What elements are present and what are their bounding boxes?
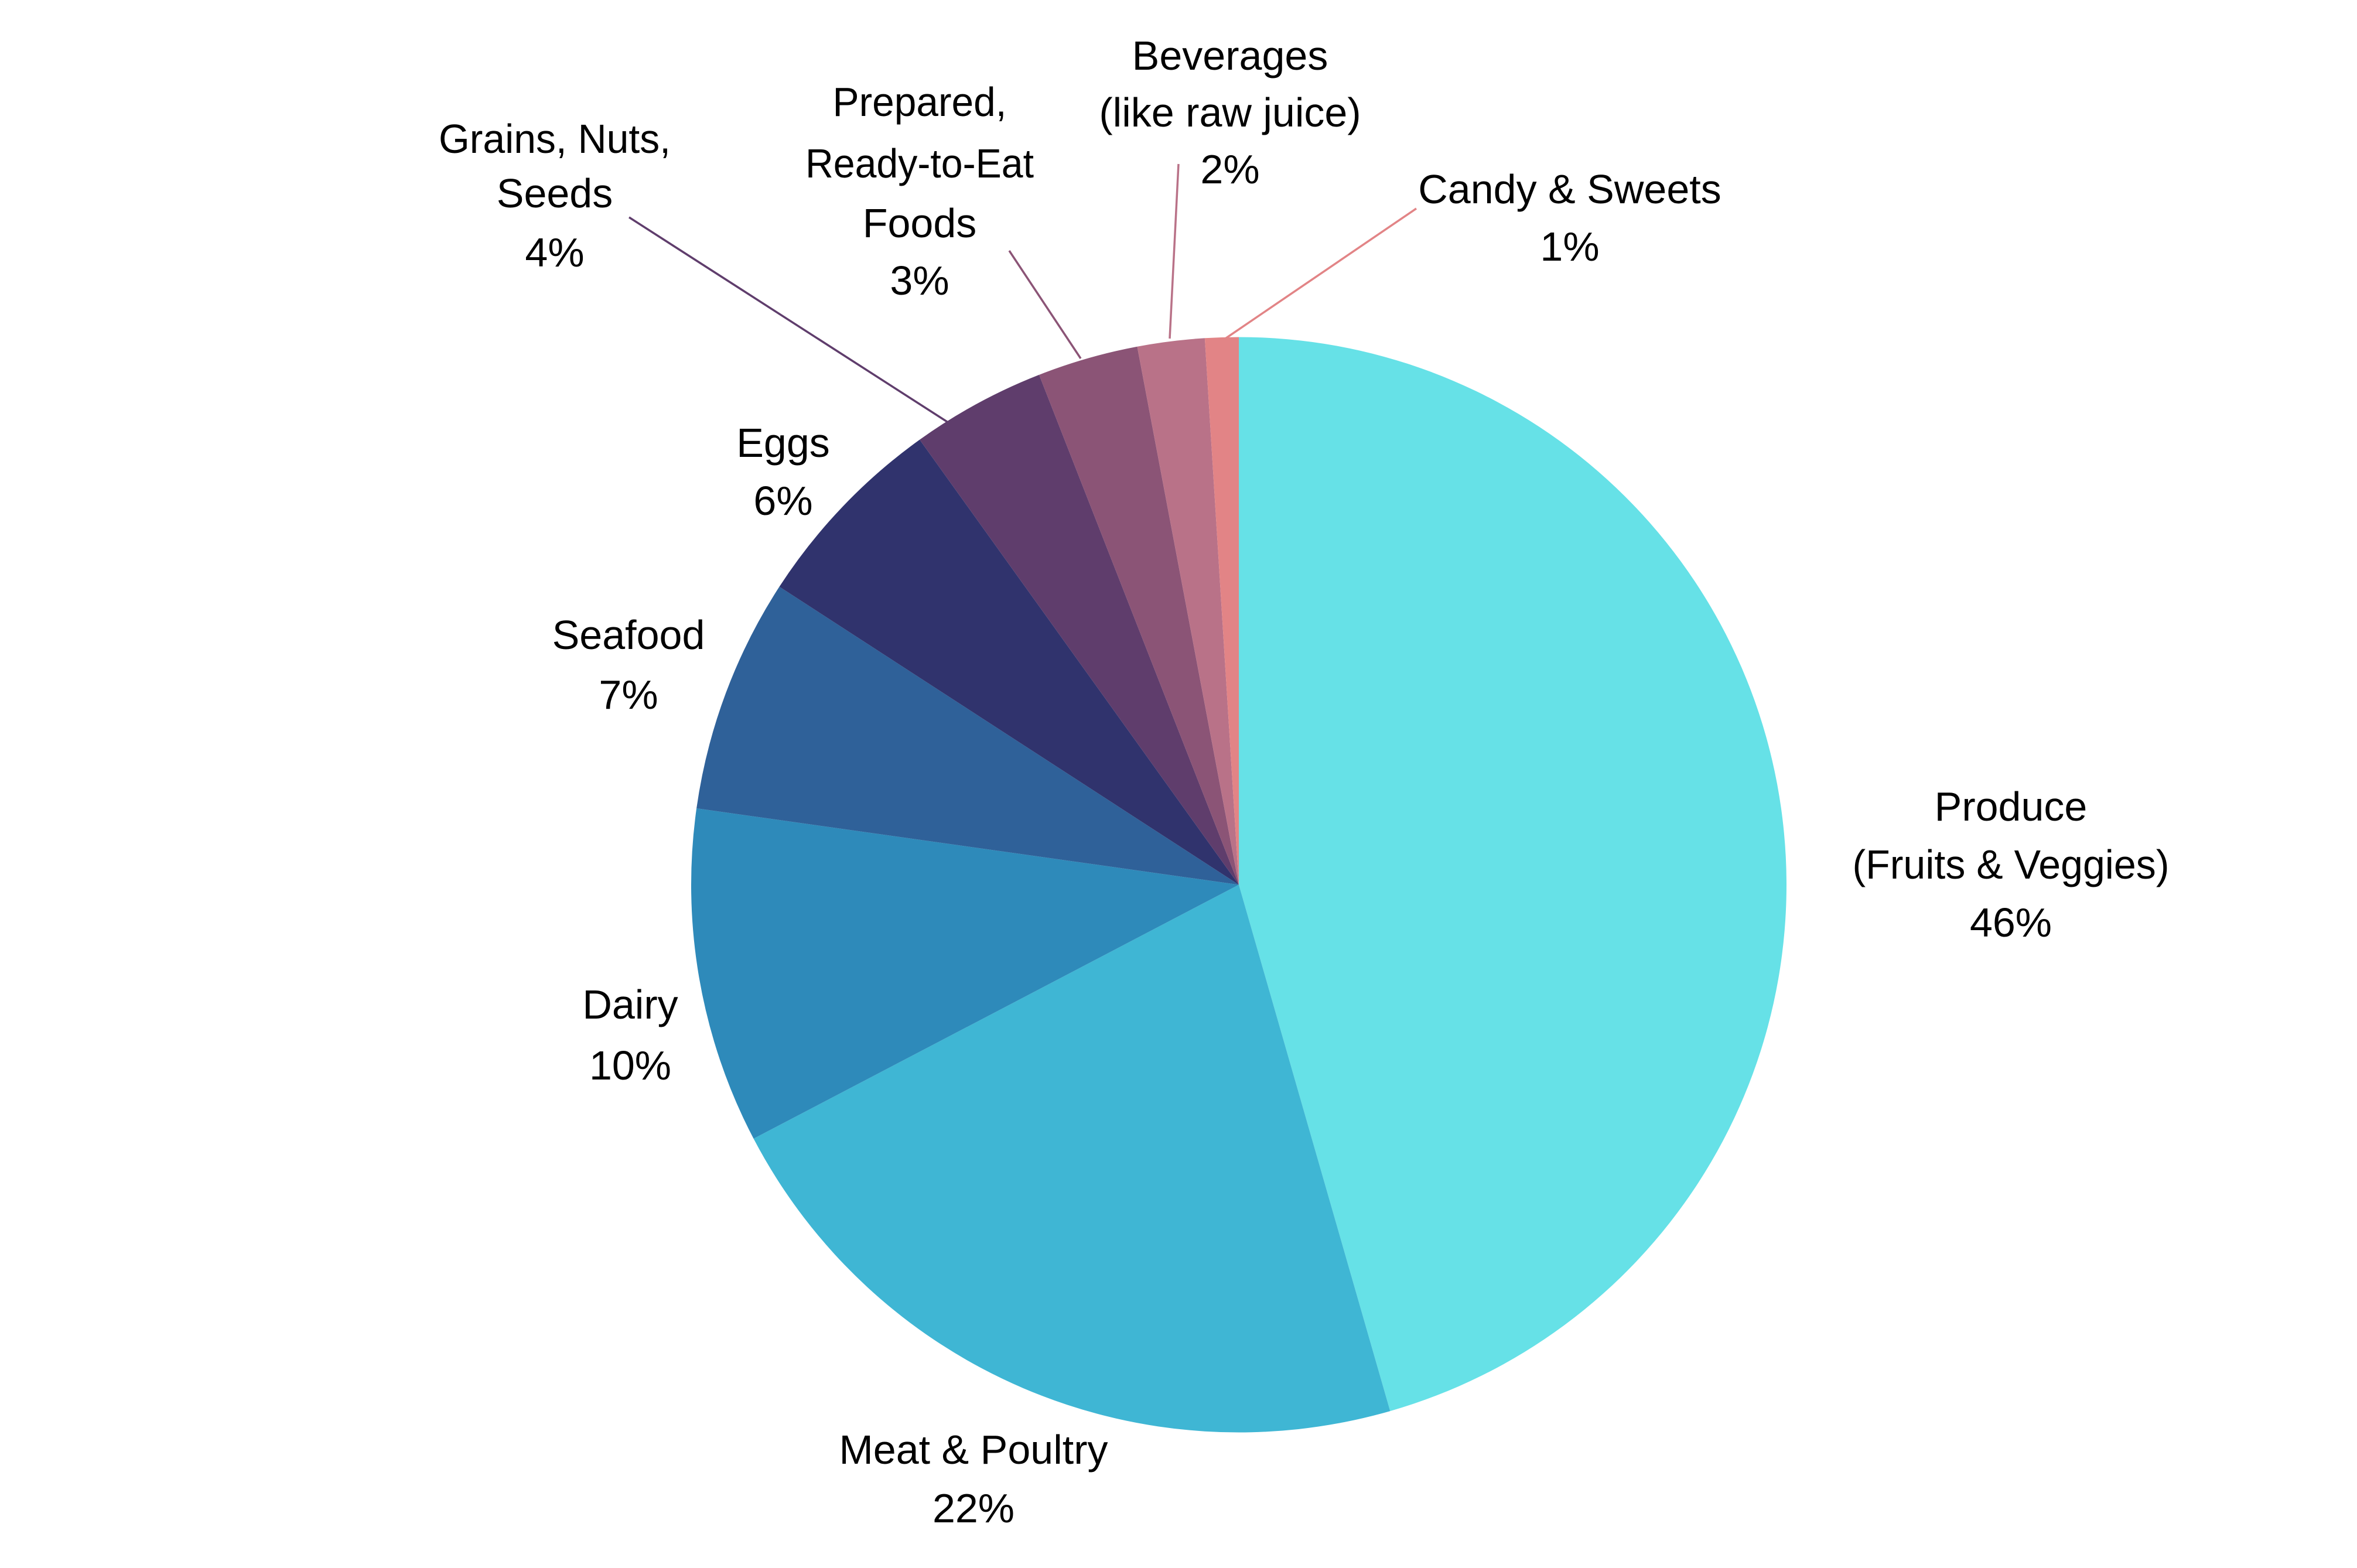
svg-text:Dairy: Dairy xyxy=(582,982,678,1027)
svg-text:Grains, Nuts,: Grains, Nuts, xyxy=(439,116,671,162)
svg-text:Seeds: Seeds xyxy=(497,170,613,216)
svg-text:Produce: Produce xyxy=(1935,784,2088,829)
svg-text:1%: 1% xyxy=(1540,224,1599,269)
svg-text:Meat & Poultry: Meat & Poultry xyxy=(839,1427,1108,1473)
svg-text:Foods: Foods xyxy=(863,200,977,246)
svg-text:6%: 6% xyxy=(753,478,812,524)
svg-text:22%: 22% xyxy=(932,1485,1014,1531)
svg-text:2%: 2% xyxy=(1200,146,1259,192)
svg-text:Ready-to-Eat: Ready-to-Eat xyxy=(805,141,1034,186)
svg-text:(like raw juice): (like raw juice) xyxy=(1099,90,1361,135)
svg-text:Seafood: Seafood xyxy=(552,612,705,658)
svg-text:7%: 7% xyxy=(599,672,658,718)
svg-text:10%: 10% xyxy=(589,1043,671,1088)
svg-text:Eggs: Eggs xyxy=(736,420,830,466)
svg-text:Candy & Sweets: Candy & Sweets xyxy=(1418,166,1721,212)
svg-text:Beverages: Beverages xyxy=(1132,33,1328,78)
svg-text:(Fruits & Veggies): (Fruits & Veggies) xyxy=(1853,842,2170,887)
svg-text:Prepared,: Prepared, xyxy=(833,79,1007,125)
svg-text:3%: 3% xyxy=(890,258,949,303)
svg-text:46%: 46% xyxy=(1970,900,2052,945)
svg-text:4%: 4% xyxy=(525,230,584,275)
